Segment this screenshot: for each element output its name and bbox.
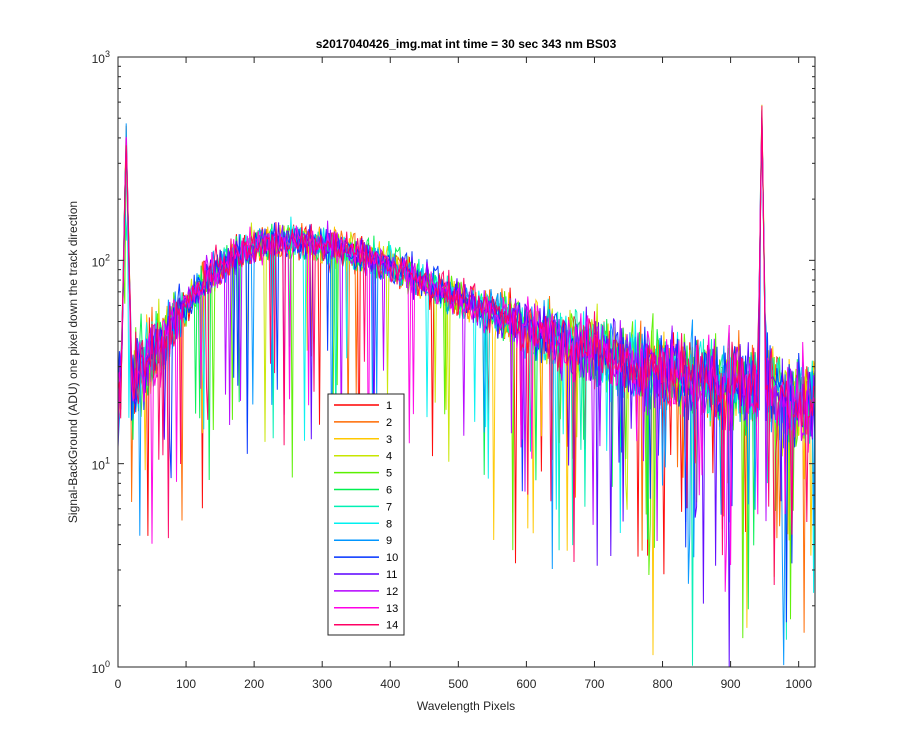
x-axis-label: Wavelength Pixels — [417, 699, 515, 713]
legend-label-8: 8 — [386, 518, 392, 530]
chart-title: s2017040426_img.mat int time = 30 sec 34… — [316, 37, 617, 51]
legend-label-12: 12 — [386, 586, 398, 598]
x-tick-label: 200 — [244, 677, 264, 691]
legend-label-9: 9 — [386, 535, 392, 547]
legend-label-3: 3 — [386, 434, 392, 446]
y-tick-label: 103 — [92, 49, 110, 66]
legend-label-6: 6 — [386, 485, 392, 497]
y-axis-label: Signal-BackGround (ADU) one pixel down t… — [66, 201, 80, 523]
legend-label-2: 2 — [386, 417, 392, 429]
y-tick-label: 100 — [92, 659, 110, 676]
y-tick-label: 102 — [92, 252, 110, 269]
series-line-14 — [118, 105, 815, 586]
x-tick-label: 600 — [516, 677, 536, 691]
x-tick-label: 700 — [584, 677, 604, 691]
x-tick-label: 100 — [176, 677, 196, 691]
legend-box — [327, 393, 405, 636]
legend-label-10: 10 — [386, 552, 398, 564]
series-layer — [118, 104, 815, 667]
x-tick-label: 1000 — [785, 677, 812, 691]
legend-label-14: 14 — [386, 620, 398, 632]
legend-label-5: 5 — [386, 468, 392, 480]
y-tick-label: 101 — [92, 456, 110, 473]
axes-box — [117, 56, 816, 668]
x-tick-label: 900 — [721, 677, 741, 691]
x-tick-label: 500 — [448, 677, 468, 691]
legend-label-4: 4 — [386, 451, 392, 463]
x-tick-label: 800 — [653, 677, 673, 691]
x-axis: 0 100 200 300 400 500 600 700 800 900 1000 — [115, 57, 812, 691]
x-tick-label: 300 — [312, 677, 332, 691]
legend-label-7: 7 — [386, 501, 392, 513]
legend-label-11: 11 — [386, 569, 397, 581]
legend-label-1: 1 — [386, 400, 392, 412]
x-tick-label: 400 — [380, 677, 400, 691]
legend-label-13: 13 — [386, 603, 398, 615]
x-tick-label: 0 — [115, 677, 122, 691]
